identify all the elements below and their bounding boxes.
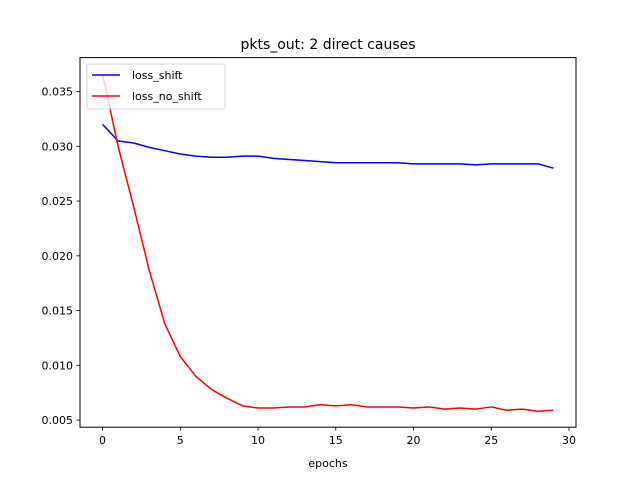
y-tick-label: 0.035	[42, 86, 74, 99]
y-tick-label: 0.015	[42, 305, 74, 318]
x-axis-label: epochs	[308, 457, 347, 470]
x-tick-label: 25	[484, 434, 498, 447]
x-tick-label: 5	[177, 434, 184, 447]
x-tick-label: 0	[99, 434, 106, 447]
y-tick-label: 0.005	[42, 414, 74, 427]
x-tick-label: 20	[407, 434, 421, 447]
y-tick-label: 0.010	[42, 359, 74, 372]
legend: loss_shift loss_no_shift	[87, 64, 225, 109]
legend-label-loss_no_shift: loss_no_shift	[132, 90, 202, 103]
legend-label-loss_shift: loss_shift	[132, 69, 183, 82]
chart-title: pkts_out: 2 direct causes	[240, 37, 415, 53]
y-tick-label: 0.025	[42, 195, 74, 208]
x-tick-label: 15	[329, 434, 343, 447]
y-tick-label: 0.020	[42, 250, 74, 263]
y-tick-label: 0.030	[42, 140, 74, 153]
x-tick-label: 10	[251, 434, 265, 447]
x-tick-label: 30	[562, 434, 576, 447]
